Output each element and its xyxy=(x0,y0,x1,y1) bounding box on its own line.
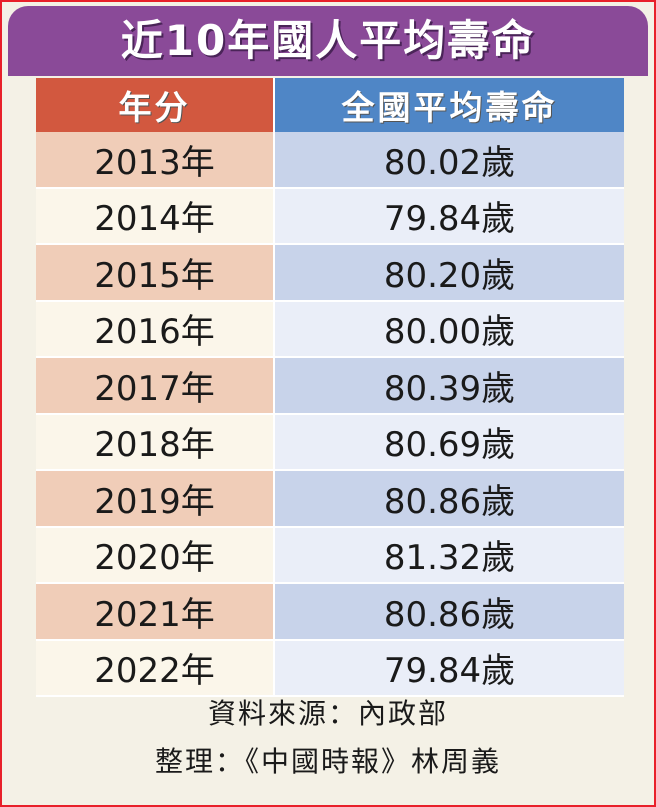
life-expectancy-cell: 80.39歲 xyxy=(274,357,624,415)
life-expectancy-cell: 80.00歲 xyxy=(274,300,624,358)
year-cell: 2015年 xyxy=(36,244,275,302)
life-expectancy-cell: 80.20歲 xyxy=(274,244,624,302)
life-expectancy-cell: 80.02歲 xyxy=(274,132,624,189)
source-note: 資料來源：內政部 xyxy=(207,697,448,730)
table-row: 2015年 80.20歲 xyxy=(36,244,624,302)
year-cell: 2018年 xyxy=(36,413,275,471)
credit-note: 整理：《中國時報》林周義 xyxy=(154,745,501,778)
life-expectancy-cell: 79.84歲 xyxy=(274,187,624,245)
year-cell: 2013年 xyxy=(36,132,275,189)
table-row: 2017年 80.39歲 xyxy=(36,357,624,415)
table-row: 2018年 80.69歲 xyxy=(36,413,624,471)
column-header-life-expectancy: 全國平均壽命 xyxy=(273,78,624,132)
life-expectancy-cell: 81.32歲 xyxy=(274,526,624,584)
life-expectancy-table: 年分 全國平均壽命 2013年 80.02歲 2014年 79.84歲 2015年 80.… xyxy=(36,78,624,697)
table-row: 2022年 79.84歲 xyxy=(36,639,624,697)
life-expectancy-cell: 80.86歲 xyxy=(274,583,624,641)
table-row: 2016年 80.00歲 xyxy=(36,300,624,358)
title-bar: 近10年國人平均壽命 xyxy=(8,6,648,76)
year-cell: 2020年 xyxy=(36,526,275,584)
life-expectancy-cell: 80.69歲 xyxy=(274,413,624,471)
chart-title: 近10年國人平均壽命 xyxy=(120,16,536,65)
year-cell: 2022年 xyxy=(36,639,275,697)
table-row: 2021年 80.86歲 xyxy=(36,583,624,641)
column-header-year: 年分 xyxy=(36,78,274,132)
table-row: 2019年 80.86歲 xyxy=(36,470,624,528)
year-cell: 2017年 xyxy=(36,357,275,415)
year-cell: 2021年 xyxy=(36,583,275,641)
life-expectancy-cell: 79.84歲 xyxy=(274,639,624,697)
table-row: 2014年 79.84歲 xyxy=(36,187,624,245)
year-cell: 2016年 xyxy=(36,300,275,358)
year-cell: 2014年 xyxy=(36,187,275,245)
table-row: 2020年 81.32歲 xyxy=(36,526,624,584)
year-cell: 2019年 xyxy=(36,470,275,528)
life-expectancy-cell: 80.86歲 xyxy=(274,470,624,528)
table-header-row: 年分 全國平均壽命 xyxy=(36,78,624,132)
table-row: 2013年 80.02歲 xyxy=(36,132,624,189)
